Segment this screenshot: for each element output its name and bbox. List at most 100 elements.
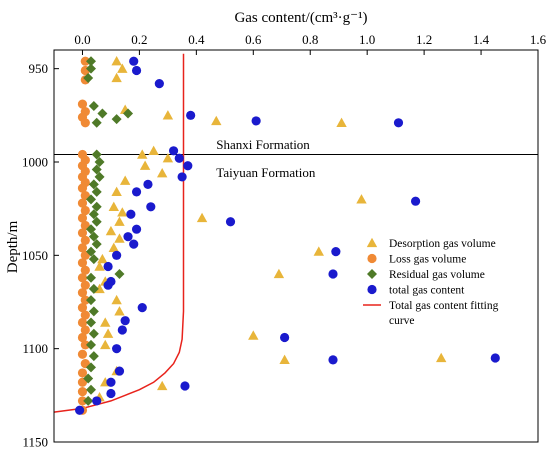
loss-gas-point — [80, 295, 90, 305]
residual-gas-point — [86, 317, 97, 328]
loss-gas-point — [77, 183, 88, 193]
total-gas-point — [131, 65, 142, 76]
x-tick-label: 1.2 — [416, 32, 432, 47]
x-tick-label: 1.0 — [359, 32, 375, 47]
residual-gas-point — [91, 239, 102, 250]
desorption-gas-point — [313, 246, 324, 256]
residual-gas-point — [114, 269, 125, 279]
desorption-gas-point — [114, 306, 125, 316]
legend-swatch — [366, 237, 378, 248]
y-tick-label: 1050 — [22, 248, 48, 263]
loss-gas-point — [80, 310, 90, 320]
y-tick-label: 950 — [29, 61, 49, 76]
residual-gas-point — [94, 171, 105, 182]
total-gas-point — [174, 153, 184, 163]
desorption-gas-point — [108, 201, 119, 211]
total-gas-point — [131, 187, 142, 197]
residual-gas-point — [86, 224, 97, 235]
residual-gas-point — [88, 328, 99, 339]
desorption-gas-point — [196, 212, 208, 223]
loss-gas-point — [77, 288, 88, 298]
loss-gas-point — [77, 258, 88, 268]
desorption-gas-point — [156, 168, 168, 178]
total-gas-point — [168, 146, 179, 156]
residual-gas-point — [83, 395, 94, 406]
desorption-gas-point — [119, 175, 131, 185]
legend-swatch — [367, 269, 377, 279]
plot-frame — [53, 49, 539, 443]
total-gas-point — [137, 303, 147, 313]
legend: Desorption gas volume Loss gas volume Resi… — [363, 237, 499, 327]
total-gas-point — [393, 118, 404, 128]
legend-swatch — [367, 284, 377, 295]
total-gas-point — [112, 344, 122, 354]
total-gas-point — [131, 224, 142, 234]
total-gas-point — [280, 332, 290, 343]
y-axis-title: Depth/m — [5, 220, 21, 273]
residual-gas-point — [86, 272, 97, 283]
loss-gas-point — [77, 228, 88, 238]
total-gas-point — [106, 377, 116, 387]
loss-gas-point — [77, 213, 88, 223]
residual-gas-point — [88, 101, 99, 111]
desorption-gas-point — [162, 110, 174, 120]
residual-gas-point — [88, 231, 99, 242]
loss-gas-point — [80, 340, 90, 350]
desorption-gas-point — [111, 294, 122, 305]
residual-gas-point — [88, 254, 99, 265]
total-gas-point — [75, 405, 85, 415]
desorption-gas-point — [273, 268, 285, 279]
total-gas-point — [328, 269, 338, 279]
total-gas-point — [183, 161, 193, 171]
total-gas-point — [331, 247, 341, 257]
loss-gas-point — [80, 205, 90, 216]
desorption-gas-point — [100, 317, 111, 327]
desorption-gas-point — [97, 253, 108, 264]
total-gas-point — [146, 202, 156, 212]
total-gas-point — [106, 388, 116, 399]
total-gas-point — [103, 280, 113, 290]
desorption-gas-point — [137, 149, 148, 159]
x-axis-title: Gas content/(cm³·g⁻¹) — [234, 10, 367, 26]
residual-gas-point — [88, 283, 99, 294]
total-gas-point — [180, 381, 190, 391]
residual-gas-point — [91, 149, 102, 160]
residual-gas-point — [86, 63, 97, 74]
residual-gas-point — [86, 295, 97, 306]
total-gas-point — [129, 56, 139, 66]
total-gas-point — [103, 261, 113, 272]
x-tick-label: 0.2 — [131, 32, 147, 47]
total-gas-point — [177, 172, 187, 182]
total-gas-point — [143, 179, 153, 189]
residual-gas-point — [86, 194, 97, 205]
loss-gas-point — [77, 396, 88, 406]
residual-gas-point — [91, 216, 102, 227]
total-gas-point — [129, 239, 139, 249]
total-gas-point — [186, 110, 196, 120]
residual-gas-point — [97, 108, 108, 119]
loss-gas-point — [80, 56, 90, 66]
loss-gas-point — [77, 349, 88, 359]
legend-item-desorption: Desorption gas volume — [389, 238, 496, 250]
x-tick-label: 0.8 — [302, 32, 318, 47]
residual-gas-point — [86, 56, 97, 67]
legend-item-fitting-curve: Total gas content fitting curve — [389, 300, 499, 327]
total-gas-point — [112, 250, 122, 260]
loss-gas-point — [80, 280, 90, 290]
desorption-gas-point — [114, 216, 125, 226]
residual-gas-point — [83, 373, 94, 384]
loss-gas-point — [77, 332, 88, 343]
residual-gas-point — [88, 179, 99, 190]
desorption-gas-point — [117, 207, 128, 217]
total-gas-point — [410, 196, 421, 206]
desorption-gas-point — [102, 328, 114, 338]
residual-gas-point — [83, 73, 94, 83]
residual-gas-point — [88, 351, 99, 362]
desorption-gas-point — [162, 153, 174, 163]
x-tick-label: 1.4 — [473, 32, 490, 47]
total-gas-point — [114, 366, 125, 376]
desorption-gas-point — [436, 352, 447, 363]
residual-gas-point — [91, 117, 102, 128]
total-gas-point — [126, 209, 136, 219]
